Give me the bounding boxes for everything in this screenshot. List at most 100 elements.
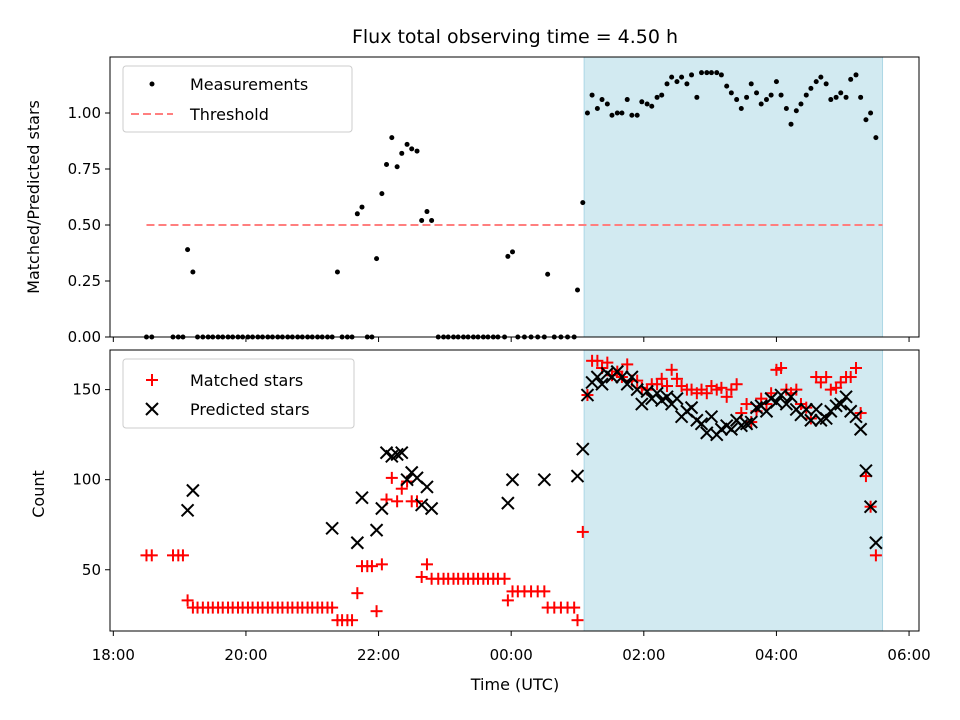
matched-stars-point — [568, 601, 581, 614]
measurement-point — [659, 92, 665, 98]
measurement-point — [768, 92, 774, 98]
predicted-stars-point — [390, 447, 404, 462]
matched-stars-point — [571, 614, 584, 627]
predicted-stars-point — [739, 417, 754, 431]
predicted-stars-point — [375, 501, 389, 516]
matched-stars-point — [420, 558, 433, 571]
measurement-point — [545, 271, 551, 277]
measurement-point — [694, 94, 700, 100]
predicted-stars-point — [670, 391, 684, 406]
predicted-stars-point — [799, 402, 813, 417]
predicted-stars-point — [694, 417, 709, 431]
measurement-point — [399, 150, 405, 156]
measurement-point — [698, 70, 704, 76]
legend-measurements-label: Measurements — [190, 75, 308, 94]
measurement-point — [510, 249, 516, 255]
measurement-point — [803, 92, 809, 98]
matched-stars-point — [655, 372, 668, 385]
matched-stars-point — [790, 383, 803, 396]
measurement-point — [689, 72, 695, 78]
top-shaded-interval — [583, 56, 884, 338]
bottom-panel: 50 100 150 18:00 20:00 22:00 00:00 02:00 04:00 0… — [29, 349, 931, 694]
matched-stars-point — [730, 378, 743, 391]
measurement-point — [669, 74, 675, 80]
matched-stars-point — [631, 374, 644, 387]
predicted-stars-point — [635, 397, 649, 411]
predicted-stars-point — [684, 400, 699, 415]
measurement-point — [783, 106, 789, 112]
measurement-point — [639, 99, 645, 105]
measurement-point — [664, 81, 670, 87]
top-panel: 0.00 0.25 0.50 0.75 1.00 Matched/Predicted s… — [24, 56, 920, 346]
predicted-stars-point — [595, 377, 609, 391]
matched-stars-point — [735, 407, 748, 420]
measurement-point — [414, 148, 420, 154]
predicted-stars-point — [863, 500, 878, 514]
matched-stars-point — [370, 605, 383, 618]
measurement-point — [429, 218, 435, 224]
legend-predicted-marker — [145, 402, 159, 416]
bottom-legend-box — [122, 358, 355, 429]
measurement-point — [419, 218, 425, 224]
matched-stars-point — [720, 390, 733, 403]
measurement-point — [724, 83, 730, 89]
measurement-point — [589, 92, 595, 98]
matched-stars-point — [365, 560, 378, 573]
y-tick-label: 0.25 — [68, 272, 101, 290]
measurement-point — [754, 90, 760, 96]
predicted-stars-point — [779, 397, 794, 411]
measurement-point — [773, 79, 779, 85]
matched-stars-point — [385, 471, 398, 484]
y-tick-label: 0.75 — [68, 160, 101, 178]
predicted-stars-point — [186, 483, 200, 498]
measurement-point — [858, 94, 864, 100]
predicted-stars-point — [749, 400, 764, 415]
matched-stars-point — [824, 383, 837, 396]
predicted-stars-point — [180, 503, 195, 518]
y-tick-label: 150 — [72, 381, 101, 399]
predicted-stars-point — [537, 472, 552, 487]
matched-stars-point — [498, 572, 511, 585]
measurement-point — [788, 121, 794, 127]
matched-stars-point — [800, 401, 813, 414]
measurement-point — [758, 101, 764, 107]
predicted-stars-point — [704, 409, 719, 424]
legend-measurements-marker — [149, 81, 155, 87]
matched-stars-point — [621, 358, 634, 371]
measurement-point — [505, 253, 511, 259]
x-tick-label: 22:00 — [357, 646, 400, 664]
measurement-point — [848, 76, 854, 82]
measurement-point — [738, 106, 744, 112]
predicted-stars-point — [849, 409, 863, 424]
measurement-point — [798, 101, 804, 107]
measurement-point — [704, 70, 710, 76]
measurement-point — [853, 72, 859, 78]
y-tick-label: 0.50 — [68, 216, 101, 234]
predicted-stars-point — [724, 422, 739, 436]
matched-stars-point — [850, 362, 863, 375]
matched-stars-point — [844, 371, 857, 384]
predicted-stars-point — [804, 413, 818, 427]
predicted-stars-point — [784, 390, 798, 404]
predicted-stars-point — [853, 422, 868, 436]
matched-stars-point — [715, 381, 728, 394]
predicted-stars-point — [395, 445, 409, 460]
matched-stars-point — [501, 594, 514, 607]
bottom-y-axis-label: Count — [29, 470, 48, 518]
measurement-point — [379, 191, 385, 197]
predicted-stars-point — [834, 397, 848, 411]
measurement-point — [609, 112, 615, 118]
measurement-point — [763, 97, 769, 103]
measurement-point — [354, 211, 360, 217]
matched-stars-point — [775, 362, 788, 375]
measurement-point — [384, 162, 390, 168]
matched-stars-point — [869, 549, 882, 562]
measurement-point — [584, 110, 590, 116]
predicted-stars-point — [650, 386, 664, 400]
legend-threshold-label: Threshold — [189, 105, 269, 124]
measurement-point — [838, 90, 844, 96]
matched-stars-point — [326, 601, 339, 614]
measurement-point — [629, 112, 635, 118]
x-tick-label: 04:00 — [755, 646, 798, 664]
